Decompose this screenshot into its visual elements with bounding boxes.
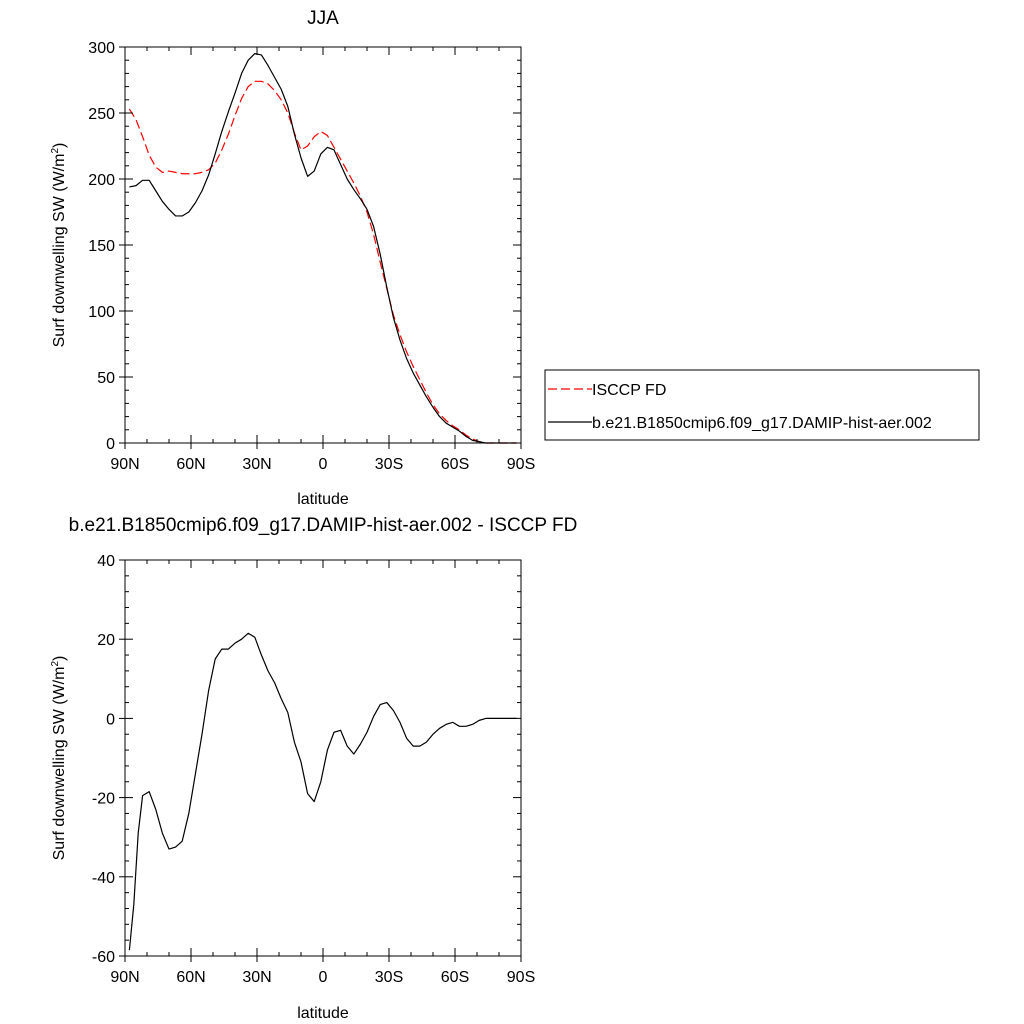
chart-top-ylabel-close: ) [51,143,68,148]
chart-bottom-ylabel: Surf downwelling SW (W/m2) [50,656,68,861]
y-tick-label: 250 [88,106,115,123]
chart-top-ylabel-sup: 2 [50,148,61,154]
y-tick-label: 40 [97,553,115,570]
chart-bottom-frame [124,559,522,957]
x-tick-label: 30N [242,969,271,986]
chart-top: JJA 90N 60N 30N 0 30S 60S 90S 0 50 100 150 200 250 30… [50,8,535,508]
y-tick-label: 20 [97,632,115,649]
x-tick-label: 60N [176,969,205,986]
chart-top-tick-labels: 90N 60N 30N 0 30S 60S 90S 0 50 100 150 200 250 300 [88,40,535,473]
chart-bottom: b.e21.B1850cmip6.f09_g17.DAMIP-hist-aer.… [50,515,577,1022]
x-tick-label: 0 [319,969,328,986]
chart-bottom-xlabel: latitude [297,1005,349,1022]
y-tick-label: -60 [92,949,115,966]
difference-series-line [128,632,517,951]
y-tick-label: -40 [92,870,115,887]
legend-box [544,369,980,441]
chart-top-ylabel: Surf downwelling SW (W/m2) [50,143,68,348]
y-tick-label: 0 [106,711,115,728]
x-tick-label: 30N [242,456,271,473]
chart-top-ylabel-main: Surf downwelling SW (W/m [51,154,68,348]
x-tick-label: 30S [375,969,403,986]
chart-top-title: JJA [307,8,339,29]
chart-top-ticks [119,46,522,449]
y-tick-label: 100 [88,304,115,321]
x-tick-label: 30S [375,456,403,473]
x-tick-label: 60S [441,969,469,986]
y-tick-label: 0 [106,436,115,453]
chart-bottom-ylabel-sup: 2 [50,661,61,667]
chart-top-xlabel: latitude [297,491,349,508]
chart-bottom-ylabel-close: ) [51,656,68,661]
x-tick-label: 90S [507,969,535,986]
x-tick-label: 90N [110,456,139,473]
y-tick-label: 150 [88,238,115,255]
series-line-b-e21-b1850cmip6-f09-g17-damip-hist-aer-002 [129,53,517,444]
chart-top-curves [128,53,517,444]
chart-top-frame [124,46,522,444]
series-line-isccp-fd [128,80,517,444]
y-tick-label: 300 [88,40,115,57]
chart-bottom-title: b.e21.B1850cmip6.f09_g17.DAMIP-hist-aer.… [69,515,578,536]
chart-bottom-curves [128,632,517,951]
legend: ISCCP FD b.e21.B1850cmip6.f09_g17.DAMIP-… [544,369,980,441]
y-tick-label: -20 [92,791,115,808]
legend-isccp-label: ISCCP FD [592,382,666,399]
x-tick-label: 90N [110,969,139,986]
legend-model-label: b.e21.B1850cmip6.f09_g17.DAMIP-hist-aer.… [592,415,932,432]
y-tick-label: 200 [88,172,115,189]
x-tick-label: 60N [176,456,205,473]
y-tick-label: 50 [97,370,115,387]
x-tick-label: 90S [507,456,535,473]
chart-bottom-ylabel-main: Surf downwelling SW (W/m [51,667,68,861]
chart-bottom-ticks [119,559,522,962]
x-tick-label: 60S [441,456,469,473]
x-tick-label: 0 [319,456,328,473]
chart-bottom-tick-labels: 90N 60N 30N 0 30S 60S 90S -60 -40 -20 0 20 40 [92,553,535,986]
